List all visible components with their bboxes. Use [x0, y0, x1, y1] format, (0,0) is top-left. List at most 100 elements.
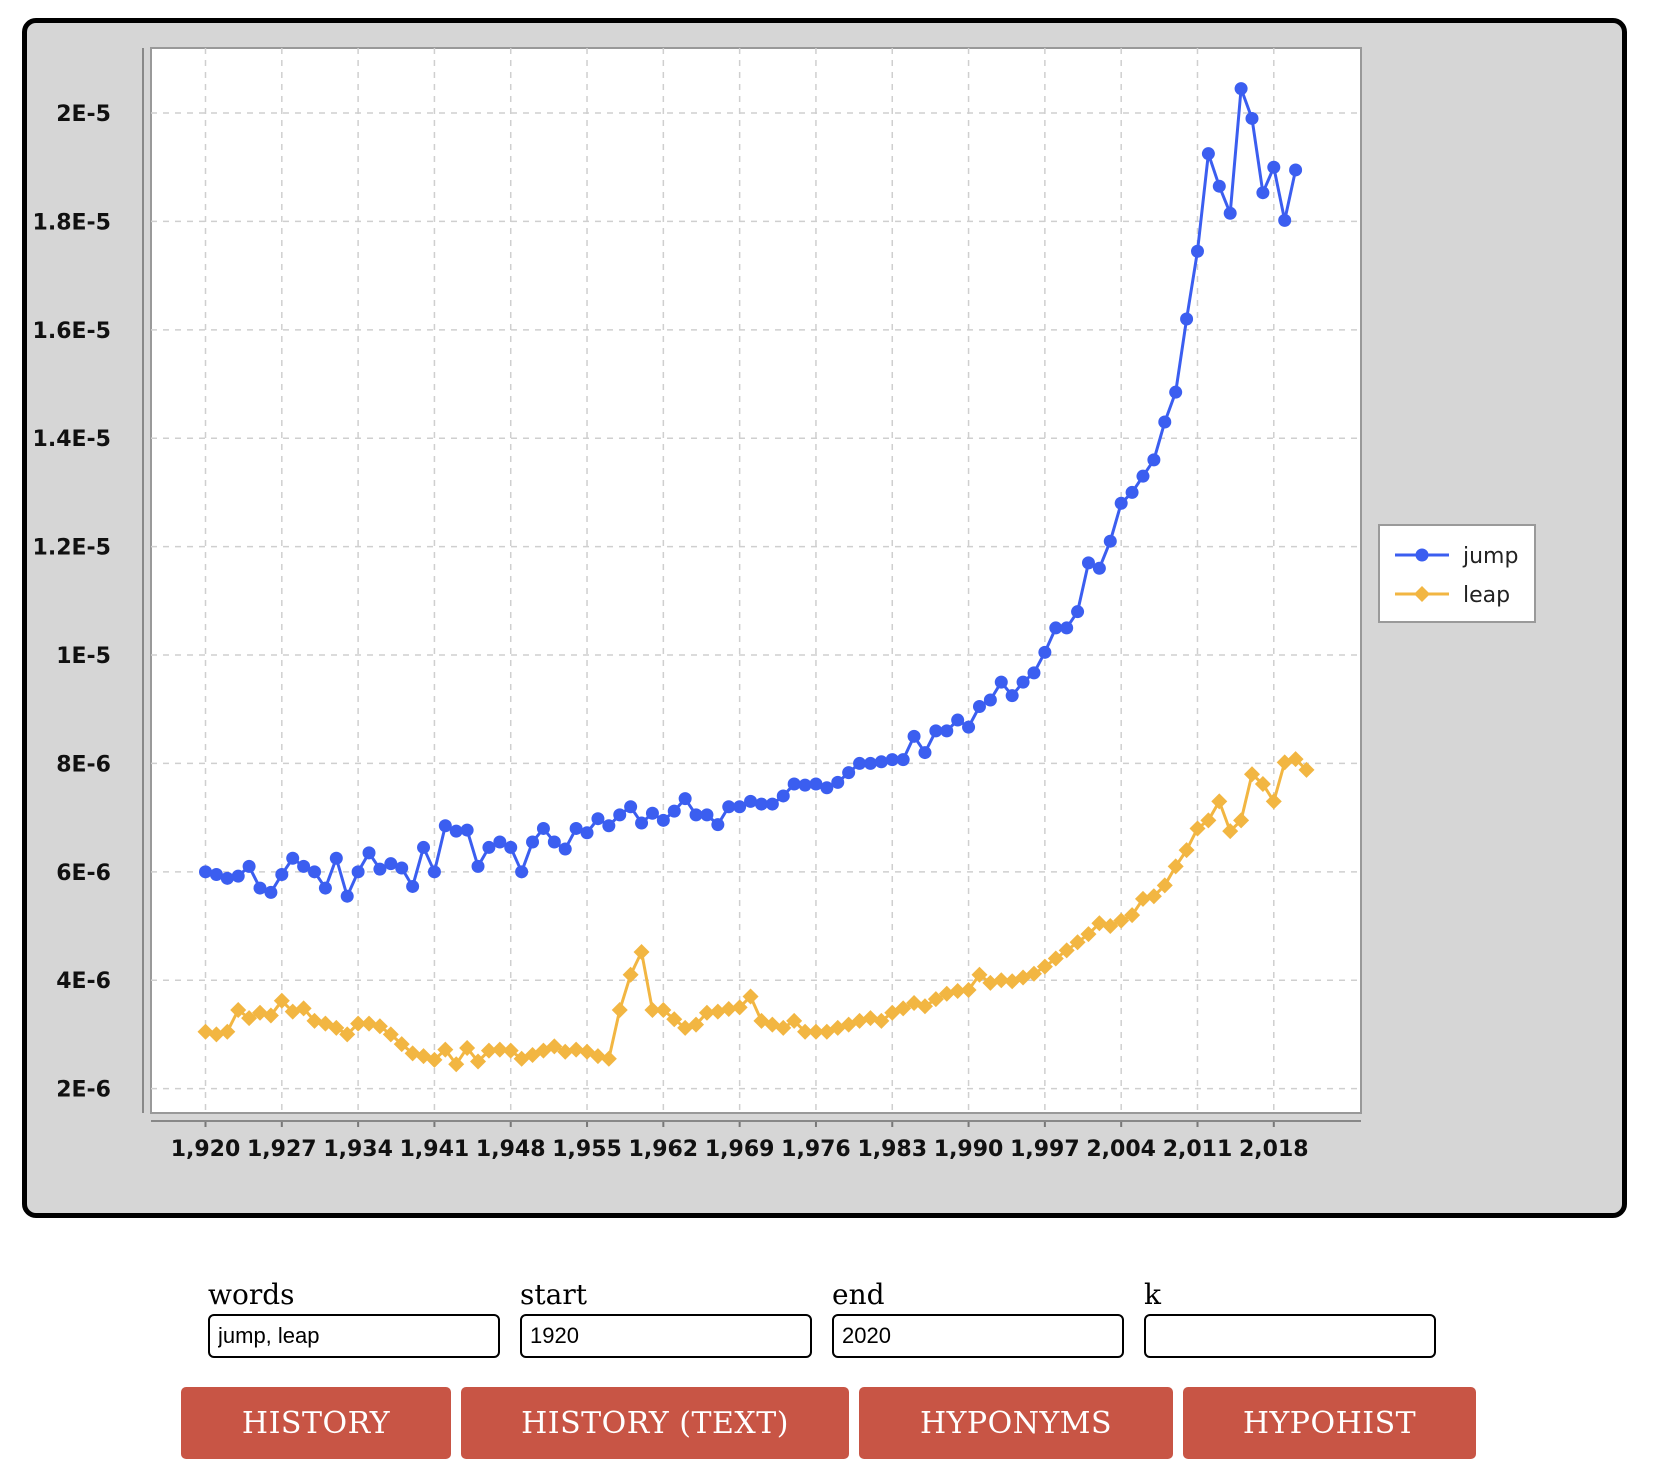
data-point-jump: [1081, 556, 1095, 570]
data-point-leap: [339, 1026, 356, 1043]
data-point-leap: [993, 972, 1010, 989]
data-point-jump: [776, 789, 790, 803]
x-tick-label: 1,983: [857, 1137, 927, 1162]
hyponyms-button[interactable]: HYPONYMS: [859, 1387, 1173, 1459]
data-point-leap: [1025, 965, 1042, 982]
data-point-jump: [1201, 147, 1215, 161]
data-point-leap: [611, 1002, 628, 1019]
data-point-jump: [362, 846, 376, 860]
data-point-leap: [1058, 942, 1075, 959]
data-point-jump: [1147, 453, 1161, 467]
data-point-leap: [241, 1010, 258, 1027]
data-point-leap: [666, 1011, 683, 1028]
data-point-leap: [688, 1016, 705, 1033]
data-point-leap: [1233, 812, 1250, 829]
data-point-jump: [427, 865, 441, 879]
data-point-leap: [328, 1019, 345, 1036]
data-point-jump: [602, 819, 616, 833]
data-point-leap: [698, 1004, 715, 1021]
hypohist-button[interactable]: HYPOHIST: [1183, 1387, 1476, 1459]
x-tick-label: 2,011: [1163, 1137, 1233, 1162]
data-point-jump: [667, 804, 681, 818]
data-point-jump: [536, 821, 550, 835]
data-point-jump: [329, 851, 343, 865]
data-point-jump: [1016, 675, 1030, 689]
data-point-jump: [1245, 111, 1259, 125]
data-point-leap: [960, 981, 977, 998]
data-point-leap: [480, 1042, 497, 1059]
data-point-jump: [1005, 689, 1019, 703]
words-label: words: [208, 1278, 295, 1311]
start-input[interactable]: [520, 1314, 812, 1358]
data-point-jump: [547, 835, 561, 849]
data-point-leap: [807, 1023, 824, 1040]
data-point-jump: [515, 865, 529, 879]
y-tick-label: 1.8E-5: [33, 210, 111, 235]
data-point-leap: [262, 1007, 279, 1024]
data-point-leap: [568, 1041, 585, 1058]
data-point-leap: [295, 1000, 312, 1017]
data-point-leap: [1036, 958, 1053, 975]
end-input[interactable]: [832, 1314, 1124, 1358]
y-tick-label: 1.4E-5: [33, 427, 111, 452]
data-point-leap: [1145, 888, 1162, 905]
data-point-jump: [318, 881, 332, 895]
data-point-jump: [253, 881, 267, 895]
x-tick-label: 1,934: [323, 1137, 393, 1162]
data-point-jump: [885, 753, 899, 767]
data-point-leap: [916, 998, 933, 1015]
history-button[interactable]: HISTORY: [181, 1387, 451, 1459]
data-point-jump: [1158, 415, 1172, 429]
data-point-leap: [1287, 751, 1304, 768]
data-point-jump: [809, 777, 823, 791]
data-point-jump: [1071, 605, 1085, 619]
data-point-jump: [929, 724, 943, 738]
data-point-jump: [787, 777, 801, 791]
data-point-leap: [1047, 950, 1064, 967]
data-point-leap: [589, 1048, 606, 1065]
data-point-leap: [393, 1036, 410, 1053]
y-tick-label: 2E-5: [56, 102, 111, 127]
data-point-leap: [459, 1039, 476, 1056]
data-point-jump: [635, 816, 649, 830]
data-point-leap: [633, 944, 650, 961]
x-tick-label: 1,927: [247, 1137, 317, 1162]
data-point-leap: [1189, 820, 1206, 837]
data-point-leap: [873, 1012, 890, 1029]
data-point-jump: [242, 859, 256, 873]
x-tick-label: 2,018: [1239, 1137, 1309, 1162]
data-point-jump: [504, 840, 518, 854]
data-point-jump: [918, 746, 932, 760]
data-point-jump: [493, 835, 507, 849]
data-point-jump: [754, 797, 768, 811]
data-point-jump: [482, 840, 496, 854]
data-point-jump: [209, 868, 223, 882]
data-point-jump: [220, 871, 234, 885]
data-point-jump: [656, 813, 670, 827]
words-input[interactable]: [208, 1314, 500, 1358]
data-point-jump: [907, 729, 921, 743]
data-point-jump: [384, 857, 398, 871]
data-point-leap: [1134, 890, 1151, 907]
data-point-jump: [449, 824, 463, 838]
data-point-jump: [613, 808, 627, 822]
data-point-jump: [1223, 206, 1237, 220]
legend-label-jump: jump: [1462, 544, 1518, 569]
data-point-leap: [491, 1041, 508, 1058]
data-point-jump: [460, 823, 474, 837]
data-point-leap: [600, 1050, 617, 1067]
k-input[interactable]: [1144, 1314, 1436, 1358]
data-point-jump: [962, 720, 976, 734]
data-point-jump: [558, 842, 572, 856]
legend-label-leap: leap: [1463, 583, 1510, 608]
y-tick-label: 6E-6: [56, 861, 111, 886]
data-point-leap: [371, 1018, 388, 1035]
data-point-jump: [1256, 186, 1270, 200]
history-text-button[interactable]: HISTORY (TEXT): [461, 1387, 849, 1459]
data-point-jump: [231, 869, 245, 883]
x-tick-label: 1,962: [629, 1137, 699, 1162]
data-point-leap: [252, 1004, 269, 1021]
data-point-leap: [437, 1041, 454, 1058]
data-point-jump: [351, 865, 365, 879]
